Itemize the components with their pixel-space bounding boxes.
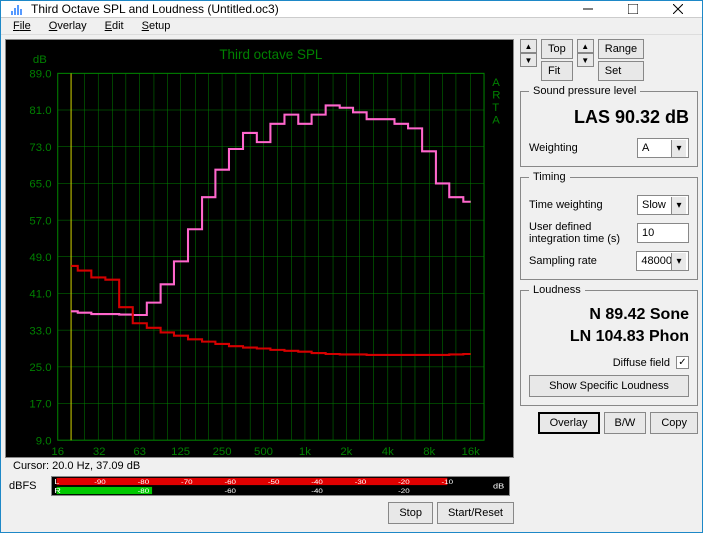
timing-group: Timing Time weighting Slow User defined … bbox=[520, 171, 698, 280]
dbfs-label: dBFS bbox=[9, 480, 47, 492]
close-button[interactable] bbox=[655, 1, 700, 17]
svg-text:16k: 16k bbox=[462, 446, 481, 457]
sampling-rate-select[interactable]: 48000 bbox=[636, 251, 689, 271]
stop-button[interactable]: Stop bbox=[388, 502, 433, 524]
svg-text:41.0: 41.0 bbox=[29, 289, 51, 301]
window-title: Third Octave SPL and Loudness (Untitled.… bbox=[31, 2, 565, 16]
loudness-group: Loudness N 89.42 Sone LN 104.83 Phon Dif… bbox=[520, 284, 698, 406]
svg-text:dB: dB bbox=[33, 54, 47, 66]
maximize-button[interactable] bbox=[610, 1, 655, 17]
svg-text:4k: 4k bbox=[382, 446, 394, 457]
svg-text:2k: 2k bbox=[340, 446, 352, 457]
svg-text:81.0: 81.0 bbox=[29, 105, 51, 117]
top-down-button[interactable]: ▼ bbox=[520, 53, 537, 67]
menu-setup[interactable]: Setup bbox=[134, 18, 179, 34]
integration-time-input[interactable]: 10 bbox=[637, 223, 689, 243]
dbfs-meter: L -90 -80 -70 -60 -50 -40 -30 -20 -10 R -80 -60 -40 -2… bbox=[51, 476, 510, 496]
menu-overlay[interactable]: Overlay bbox=[41, 18, 95, 34]
range-down-button[interactable]: ▼ bbox=[577, 53, 594, 67]
loudness-ln: LN 104.83 Phon bbox=[529, 328, 689, 350]
svg-text:25.0: 25.0 bbox=[29, 362, 51, 374]
minimize-button[interactable] bbox=[565, 1, 610, 17]
svg-text:A: A bbox=[492, 77, 500, 89]
time-weighting-select[interactable]: Slow bbox=[637, 195, 689, 215]
svg-text:73.0: 73.0 bbox=[29, 142, 51, 154]
set-button[interactable]: Set bbox=[598, 61, 644, 81]
time-weighting-label: Time weighting bbox=[529, 199, 603, 211]
svg-text:16: 16 bbox=[51, 446, 64, 457]
svg-text:dB: dB bbox=[493, 483, 505, 491]
range-up-button[interactable]: ▲ bbox=[577, 39, 594, 53]
svg-text:49.0: 49.0 bbox=[29, 252, 51, 264]
spl-legend: Sound pressure level bbox=[529, 85, 640, 97]
svg-text:-10: -10 bbox=[442, 478, 454, 486]
menu-file[interactable]: File bbox=[5, 18, 39, 34]
svg-text:-40: -40 bbox=[311, 478, 323, 486]
svg-text:8k: 8k bbox=[423, 446, 435, 457]
svg-text:1k: 1k bbox=[299, 446, 311, 457]
svg-text:-40: -40 bbox=[311, 487, 323, 495]
svg-text:63: 63 bbox=[133, 446, 146, 457]
svg-text:-20: -20 bbox=[398, 478, 410, 486]
spl-chart: 9.0 17.0 25.0 33.0 41.0 49.0 57.0 65.0 73.0 81.0 8… bbox=[5, 39, 514, 458]
diffuse-field-label: Diffuse field bbox=[613, 357, 670, 369]
svg-text:-80: -80 bbox=[138, 478, 150, 486]
svg-text:32: 32 bbox=[93, 446, 106, 457]
svg-text:-80: -80 bbox=[138, 487, 150, 495]
svg-text:17.0: 17.0 bbox=[29, 399, 51, 411]
overlay-button[interactable]: Overlay bbox=[538, 412, 600, 434]
weighting-select[interactable]: A bbox=[637, 138, 689, 158]
svg-text:65.0: 65.0 bbox=[29, 179, 51, 191]
range-button[interactable]: Range bbox=[598, 39, 644, 59]
loudness-legend: Loudness bbox=[529, 284, 585, 296]
loudness-n: N 89.42 Sone bbox=[529, 302, 689, 328]
svg-text:Third octave SPL: Third octave SPL bbox=[219, 47, 323, 62]
spl-reading: LAS 90.32 dB bbox=[529, 103, 689, 132]
top-button[interactable]: Top bbox=[541, 39, 573, 59]
svg-text:A: A bbox=[492, 114, 500, 126]
svg-text:33.0: 33.0 bbox=[29, 325, 51, 337]
svg-text:89.0: 89.0 bbox=[29, 69, 51, 81]
svg-text:L: L bbox=[54, 478, 60, 486]
cursor-readout: Cursor: 20.0 Hz, 37.09 dB bbox=[5, 458, 514, 474]
svg-text:9.0: 9.0 bbox=[36, 435, 52, 447]
timing-legend: Timing bbox=[529, 171, 570, 183]
svg-text:250: 250 bbox=[213, 446, 232, 457]
svg-text:-90: -90 bbox=[94, 478, 106, 486]
svg-text:-70: -70 bbox=[181, 478, 193, 486]
menubar: File Overlay Edit Setup bbox=[1, 18, 702, 35]
integration-time-label: User defined integration time (s) bbox=[529, 221, 629, 245]
svg-text:500: 500 bbox=[254, 446, 273, 457]
spl-group: Sound pressure level LAS 90.32 dB Weight… bbox=[520, 85, 698, 167]
weighting-label: Weighting bbox=[529, 142, 578, 154]
app-icon bbox=[9, 1, 25, 17]
svg-text:T: T bbox=[492, 102, 499, 114]
fit-button[interactable]: Fit bbox=[541, 61, 573, 81]
svg-text:57.0: 57.0 bbox=[29, 215, 51, 227]
svg-text:R: R bbox=[54, 487, 61, 495]
svg-text:-20: -20 bbox=[398, 487, 410, 495]
svg-text:R: R bbox=[492, 89, 500, 101]
svg-text:-50: -50 bbox=[268, 478, 280, 486]
titlebar: Third Octave SPL and Loudness (Untitled.… bbox=[1, 1, 702, 18]
top-up-button[interactable]: ▲ bbox=[520, 39, 537, 53]
menu-edit[interactable]: Edit bbox=[97, 18, 132, 34]
copy-button[interactable]: Copy bbox=[650, 412, 698, 434]
svg-text:-60: -60 bbox=[224, 487, 236, 495]
start-reset-button[interactable]: Start/Reset bbox=[437, 502, 514, 524]
show-specific-loudness-button[interactable]: Show Specific Loudness bbox=[529, 375, 689, 397]
svg-text:125: 125 bbox=[171, 446, 190, 457]
sampling-rate-label: Sampling rate bbox=[529, 255, 597, 267]
svg-text:-30: -30 bbox=[355, 478, 367, 486]
diffuse-field-checkbox[interactable]: ✓ bbox=[676, 356, 689, 369]
bw-button[interactable]: B/W bbox=[604, 412, 647, 434]
svg-text:-60: -60 bbox=[224, 478, 236, 486]
